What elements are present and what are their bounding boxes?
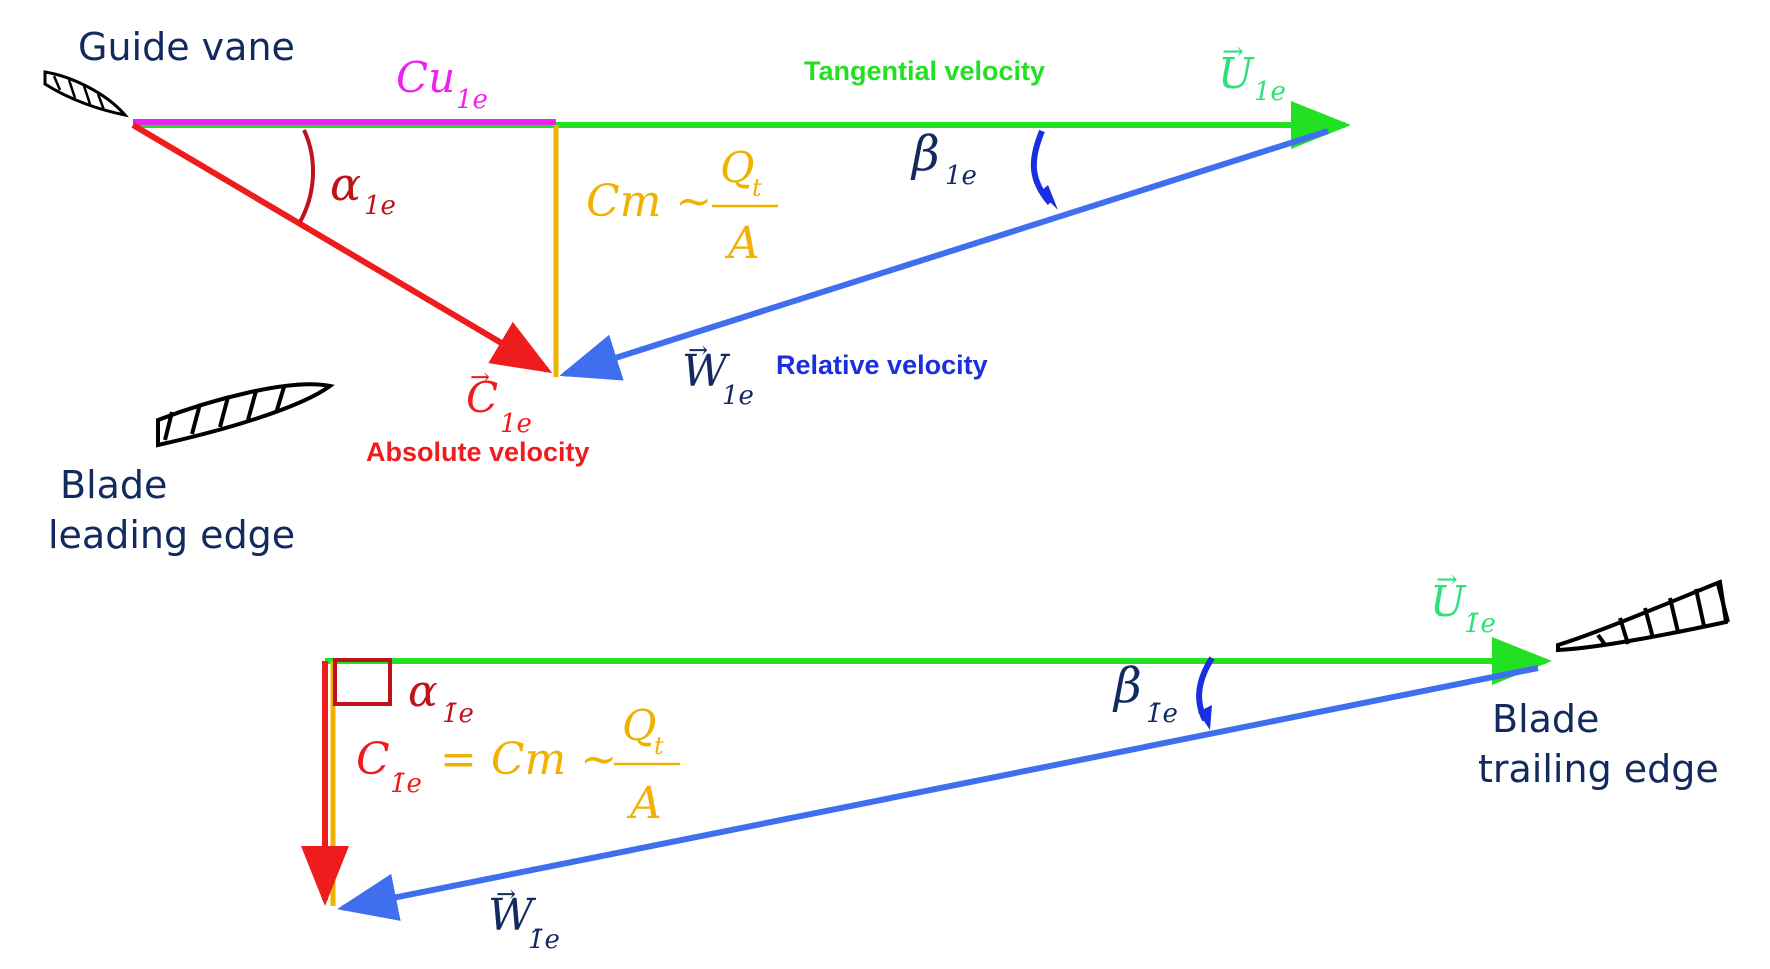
blade-trailing-label-line2: trailing edge: [1478, 747, 1719, 791]
w-arrow-accent: →: [688, 336, 708, 364]
alpha-symbol-bottom: α 1̄e: [408, 666, 474, 729]
beta-symbol-sub: 1e: [945, 161, 977, 191]
tangential-velocity-label: Tangential velocity: [804, 56, 1045, 86]
a-denominator: A: [724, 218, 760, 269]
alpha-symbol-top: α 1e: [330, 157, 396, 221]
w-symbol-top: → W 1e: [682, 336, 754, 411]
cm-formula-top: Cm ~ Q t A: [586, 143, 778, 269]
w2-arrow-accent: →: [496, 880, 516, 908]
w-symbol-bottom: → W 1̄e: [488, 880, 560, 955]
alpha-symbol-main: α: [330, 157, 361, 211]
u-arrow-accent: →: [1222, 37, 1244, 67]
blade-leading-edge-icon: [156, 382, 335, 448]
beta-arc-arrowhead: [1040, 185, 1058, 210]
u2-symbol-sub: 1̄e: [1464, 609, 1496, 639]
beta-arc-arrowhead-bottom: [1198, 705, 1212, 730]
q2-numerator-main: Q: [622, 701, 656, 750]
relative-velocity-label: Relative velocity: [776, 350, 988, 380]
c2-symbol-main: C: [356, 734, 390, 785]
right-angle-marker: [333, 658, 392, 706]
u-symbol-bottom: → U 1̄e: [1430, 565, 1496, 639]
c-symbol-top: → C 1e: [466, 363, 532, 439]
w-symbol-sub: 1e: [722, 381, 754, 411]
guide-vane-icon: [43, 70, 130, 118]
u-symbol-main: U: [1218, 49, 1255, 98]
guide-vane-label: Guide vane: [78, 25, 295, 69]
c-equation-bottom: C 1̄e = Cm ~ Q t A: [356, 701, 680, 829]
beta2-symbol-sub: 1̄e: [1146, 699, 1178, 729]
c-arrow-accent: →: [470, 363, 490, 391]
alpha2-symbol-main: α: [408, 666, 438, 717]
beta2-symbol-main: β: [1112, 658, 1142, 714]
cu-symbol: Cu 1e: [396, 53, 488, 115]
absolute-velocity-label: Absolute velocity: [366, 437, 590, 467]
q-numerator-main: Q: [720, 143, 754, 192]
alpha-symbol-sub: 1e: [364, 191, 396, 221]
absolute-velocity-arrow: [131, 122, 553, 374]
a2-denominator: A: [626, 778, 662, 829]
alpha2-symbol-sub: 1̄e: [442, 699, 474, 729]
blade-leading-label-line2: leading edge: [48, 513, 295, 557]
u2-symbol-main: U: [1430, 577, 1467, 626]
w2-symbol-sub: 1̄e: [528, 925, 560, 955]
q2-numerator-sub: t: [654, 732, 664, 760]
relative-velocity-arrow-bottom: [337, 665, 1539, 921]
u-symbol-sub: 1e: [1254, 77, 1286, 107]
c-symbol-main: C: [466, 373, 498, 422]
beta-symbol-top: β 1e: [910, 126, 977, 191]
q-numerator-sub: t: [752, 174, 762, 202]
c-symbol-sub: 1e: [500, 409, 532, 439]
beta-symbol-bottom: β 1̄e: [1112, 658, 1178, 729]
beta-symbol-main: β: [910, 126, 940, 182]
eq-cm-text: = Cm ~: [440, 734, 617, 785]
alpha-angle-arc: [298, 129, 315, 223]
relative-velocity-arrow: [559, 128, 1329, 381]
c2-symbol-sub: 1̄e: [390, 769, 422, 799]
u2-arrow-accent: →: [1436, 565, 1458, 595]
cu-symbol-sub: 1e: [456, 85, 488, 115]
cu-symbol-main: Cu: [396, 53, 455, 102]
u-symbol-top: → U 1e: [1218, 37, 1286, 107]
blade-trailing-edge-icon: [1556, 579, 1730, 653]
blade-trailing-label-line1: Blade: [1492, 697, 1599, 741]
blade-leading-label-line1: Blade: [60, 463, 167, 507]
w-symbol-main: W: [682, 346, 731, 397]
w2-symbol-main: W: [488, 890, 537, 941]
cm-text: Cm ~: [586, 176, 712, 227]
